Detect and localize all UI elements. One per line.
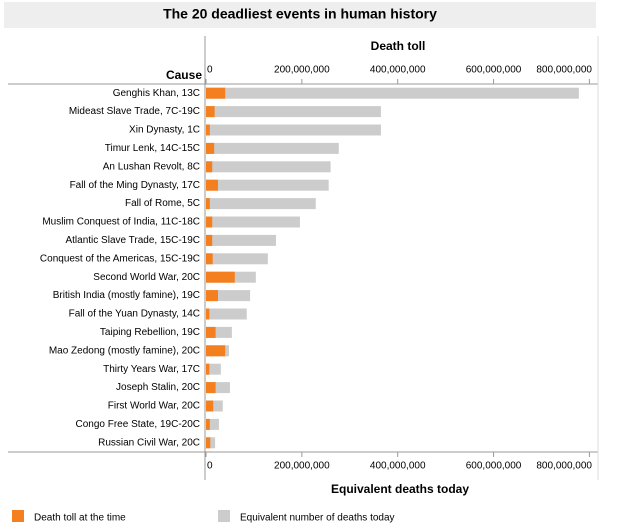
y-tick-label: Genghis Khan, 13C bbox=[113, 88, 200, 99]
legend-label: Equivalent number of deaths today bbox=[240, 513, 395, 524]
x-tick-label-top: 0 bbox=[207, 65, 213, 76]
bar bbox=[206, 106, 381, 118]
bar bbox=[206, 124, 381, 136]
legend-swatch bbox=[12, 510, 24, 522]
bar bbox=[206, 437, 216, 449]
y-tick-label: First World War, 20C bbox=[108, 401, 200, 412]
bar bbox=[206, 437, 211, 449]
bar bbox=[206, 418, 219, 430]
bar bbox=[206, 161, 213, 173]
x-axis-title-top: Death toll bbox=[371, 39, 426, 53]
bar bbox=[206, 216, 300, 228]
bar bbox=[206, 400, 214, 412]
bar bbox=[206, 382, 230, 394]
x-tick-label: 800,000,000 bbox=[536, 461, 592, 472]
y-tick-label: Taiping Rebellion, 19C bbox=[100, 327, 200, 338]
bar bbox=[206, 234, 276, 246]
bar bbox=[206, 308, 247, 320]
bar bbox=[206, 106, 215, 118]
legend-label: Death toll at the time bbox=[34, 513, 126, 524]
y-tick-label: Conquest of the Americas, 15C-19C bbox=[40, 253, 200, 264]
bar bbox=[206, 326, 232, 338]
y-tick-label: Timur Lenk, 14C-15C bbox=[105, 143, 200, 154]
x-tick-label: 400,000,000 bbox=[370, 461, 426, 472]
x-tick-label: 0 bbox=[207, 461, 213, 472]
bar bbox=[206, 290, 251, 302]
x-tick-label-top: 600,000,000 bbox=[466, 65, 522, 76]
bar bbox=[206, 198, 210, 210]
bar bbox=[206, 382, 216, 394]
bar bbox=[206, 179, 218, 191]
x-tick-label-top: 800,000,000 bbox=[536, 65, 592, 76]
y-tick-label: Thirty Years War, 17C bbox=[103, 364, 200, 375]
bar bbox=[206, 400, 223, 412]
y-tick-label: Joseph Stalin, 20C bbox=[116, 382, 200, 393]
bar bbox=[206, 87, 579, 99]
bar bbox=[206, 253, 213, 265]
bar bbox=[206, 234, 213, 246]
chart-title: The 20 deadliest events in human history bbox=[163, 6, 437, 22]
bar bbox=[206, 253, 268, 265]
bar bbox=[206, 124, 210, 136]
bar bbox=[206, 363, 210, 375]
y-axis-title: Cause bbox=[166, 68, 202, 82]
bar bbox=[206, 363, 221, 375]
y-tick-label: Xin Dynasty, 1C bbox=[129, 125, 200, 136]
bar bbox=[206, 290, 218, 302]
y-tick-label: Russian Civil War, 20C bbox=[98, 437, 200, 448]
x-tick-label: 200,000,000 bbox=[274, 461, 330, 472]
y-tick-label: Muslim Conquest of India, 11C-18C bbox=[42, 217, 200, 228]
bar bbox=[206, 216, 213, 228]
title-bar bbox=[4, 2, 596, 28]
bar bbox=[206, 87, 226, 99]
x-axis-title: Equivalent deaths today bbox=[331, 482, 469, 496]
y-tick-label: Mao Zedong (mostly famine), 20C bbox=[49, 345, 200, 356]
bar bbox=[206, 142, 215, 154]
bar bbox=[206, 198, 316, 210]
bar bbox=[206, 345, 226, 357]
x-tick-label-top: 200,000,000 bbox=[274, 65, 330, 76]
bar bbox=[206, 326, 216, 338]
y-tick-label: Fall of the Ming Dynasty, 17C bbox=[70, 180, 200, 191]
y-tick-label: Fall of the Yuan Dynasty, 14C bbox=[69, 309, 200, 320]
bar bbox=[206, 271, 235, 283]
y-tick-label: An Lushan Revolt, 8C bbox=[103, 161, 200, 172]
bar bbox=[206, 179, 329, 191]
y-tick-label: Fall of Rome, 5C bbox=[125, 198, 200, 209]
x-tick-label: 600,000,000 bbox=[466, 461, 522, 472]
y-tick-label: Congo Free State, 19C-20C bbox=[75, 419, 200, 430]
y-tick-label: Second World War, 20C bbox=[93, 272, 200, 283]
bar bbox=[206, 161, 331, 173]
bar bbox=[206, 142, 339, 154]
y-tick-label: Mideast Slave Trade, 7C-19C bbox=[69, 106, 200, 117]
bar bbox=[206, 418, 210, 430]
y-tick-label: Atlantic Slave Trade, 15C-19C bbox=[65, 235, 200, 246]
x-tick-label-top: 400,000,000 bbox=[370, 65, 426, 76]
y-tick-label: British India (mostly famine), 19C bbox=[53, 290, 200, 301]
bar bbox=[206, 308, 210, 320]
legend-swatch bbox=[218, 510, 230, 522]
